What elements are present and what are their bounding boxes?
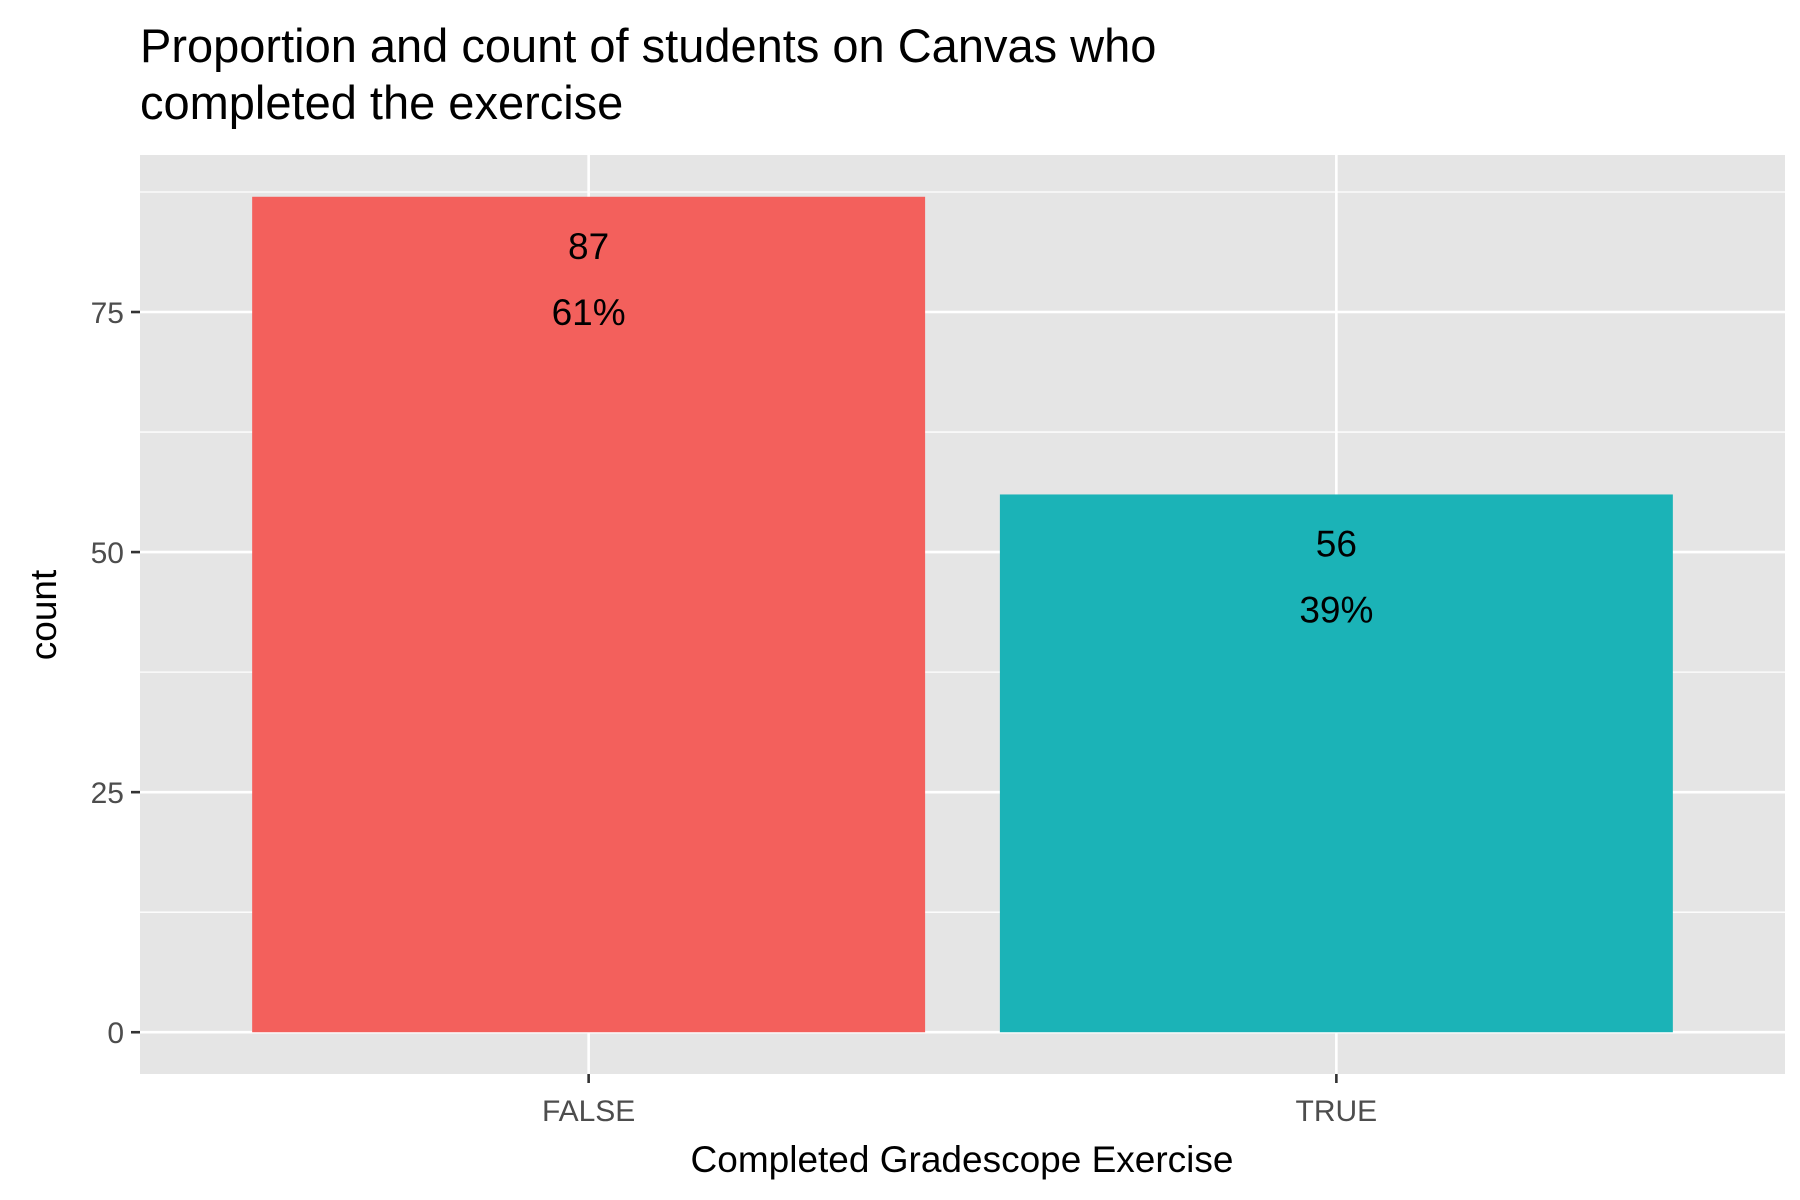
y-axis-title: count: [23, 569, 64, 660]
x-axis: FALSE TRUE: [542, 1074, 1377, 1128]
percent-label: 61%: [552, 292, 626, 333]
count-label: 56: [1316, 523, 1357, 564]
x-tick-label: FALSE: [542, 1095, 635, 1128]
y-tick-label: 25: [91, 777, 124, 810]
x-tick-label: TRUE: [1296, 1095, 1378, 1128]
chart-title-line-1: Proportion and count of students on Canv…: [140, 19, 1156, 72]
count-label: 87: [568, 226, 609, 267]
chart-title-line-2: completed the exercise: [140, 76, 623, 129]
data-labels: 87 61% 56 39%: [552, 226, 1374, 631]
chart-title: Proportion and count of students on Canv…: [140, 19, 1156, 129]
bar-false: [252, 196, 926, 1033]
y-tick-label: 50: [91, 537, 124, 570]
bars: [252, 196, 1673, 1033]
y-axis: 0 25 50 75: [91, 297, 140, 1050]
x-axis-title: Completed Gradescope Exercise: [691, 1139, 1234, 1180]
bar-true: [999, 494, 1673, 1033]
y-tick-label: 75: [91, 297, 124, 330]
percent-label: 39%: [1299, 589, 1373, 630]
y-tick-label: 0: [107, 1017, 124, 1050]
